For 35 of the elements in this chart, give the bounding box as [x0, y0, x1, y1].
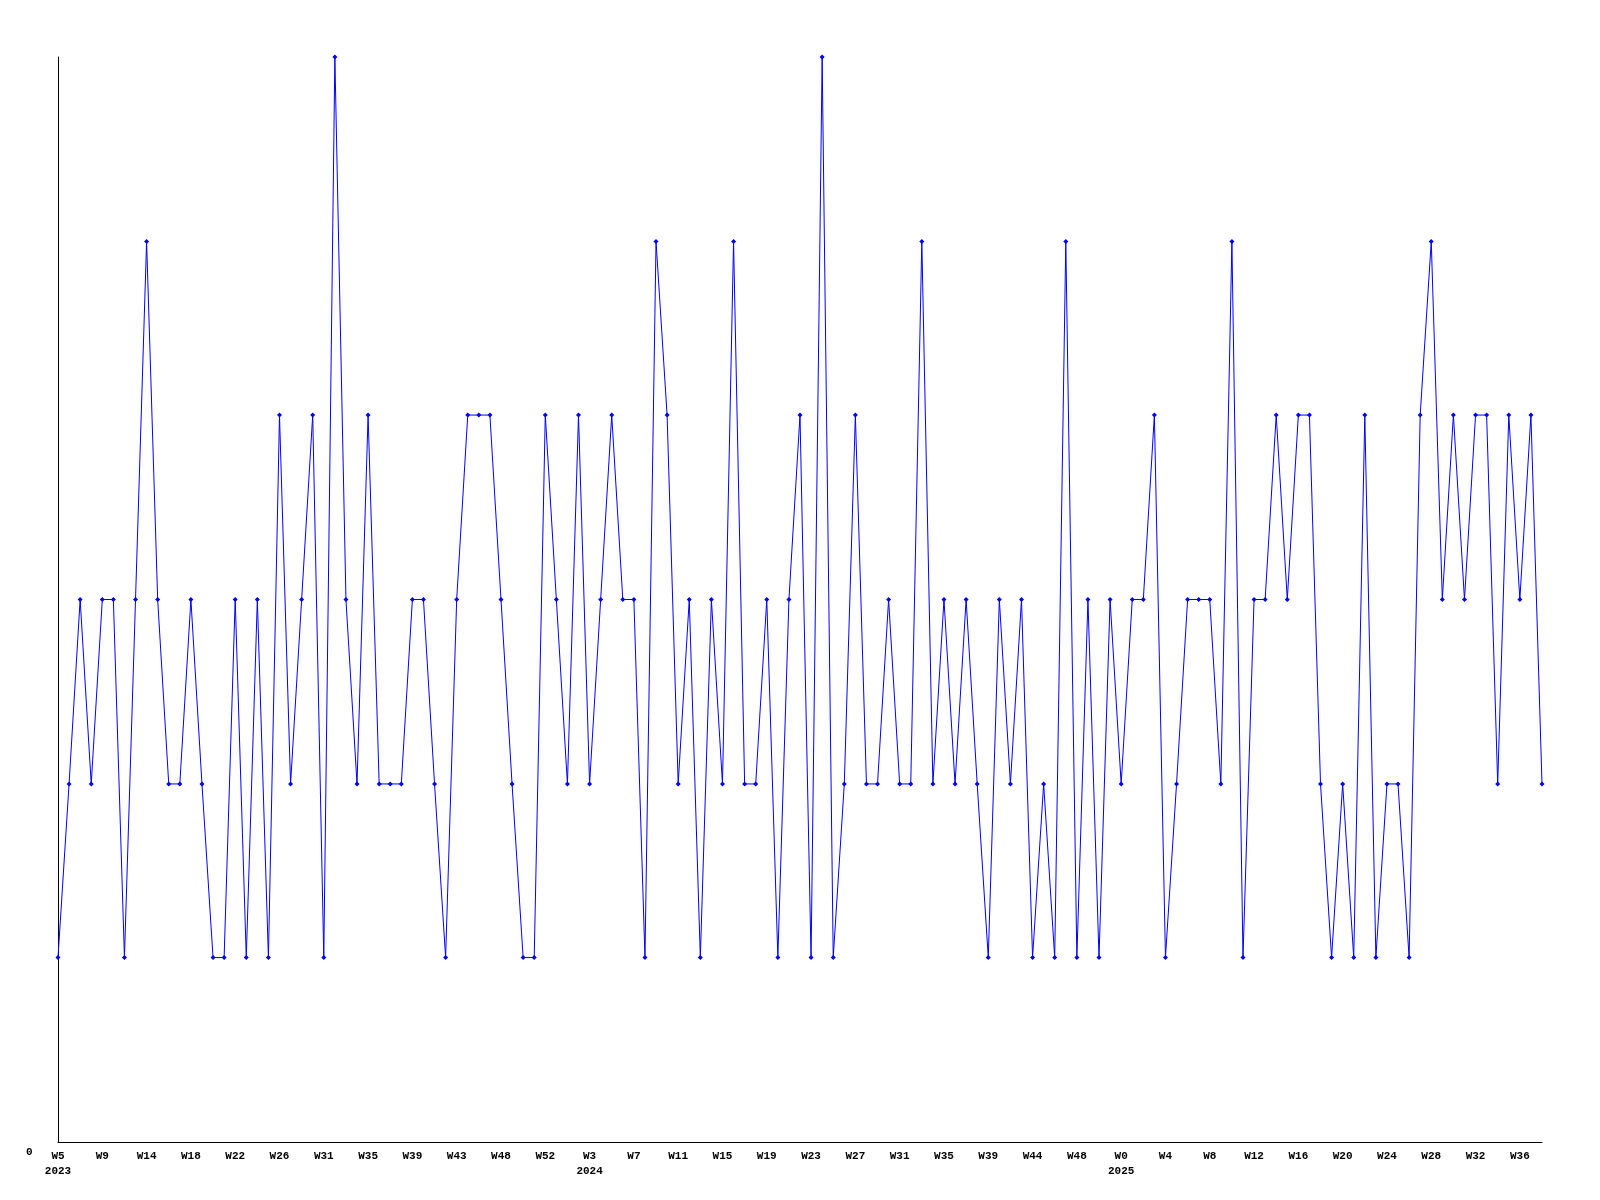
x-tick-label: W18 — [180, 1149, 202, 1162]
x-tick-label: W3 2024 — [576, 1149, 604, 1177]
x-tick-label: W4 — [1158, 1149, 1173, 1162]
x-tick-label: W43 — [446, 1149, 467, 1162]
x-tick-label: W7 — [627, 1149, 641, 1162]
x-tick-label: W39 — [402, 1149, 423, 1162]
x-tick-label: W23 — [801, 1149, 822, 1162]
x-tick-label: W16 — [1288, 1149, 1309, 1162]
x-tick-label: W24 — [1377, 1149, 1398, 1162]
x-tick-label: W31 — [313, 1149, 335, 1162]
x-tick-label: W28 — [1421, 1149, 1442, 1162]
x-tick-label: W0 2025 — [1107, 1149, 1135, 1177]
x-tick-label: W27 — [845, 1149, 866, 1162]
x-tick-label: W12 — [1244, 1149, 1264, 1162]
x-tick-label: W39 — [978, 1149, 999, 1162]
x-tick-label: W20 — [1332, 1149, 1353, 1162]
x-tick-label: W48 — [1066, 1149, 1088, 1162]
x-tick-label: W44 — [1022, 1149, 1043, 1162]
x-tick-label: W52 — [535, 1149, 556, 1162]
x-tick-label: W14 — [136, 1149, 157, 1162]
x-tick-label: W22 — [225, 1149, 246, 1162]
x-tick-label: W35 — [358, 1149, 379, 1162]
x-tick-label: W32 — [1465, 1149, 1486, 1162]
x-tick-label: W9 — [95, 1149, 109, 1162]
x-tick-label: W26 — [269, 1149, 290, 1162]
x-tick-label: W5 2023 — [44, 1149, 72, 1177]
x-tick-label: W8 — [1203, 1149, 1217, 1162]
x-tick-label: W48 — [491, 1149, 512, 1162]
x-tick-label: W36 — [1509, 1149, 1530, 1162]
x-tick-label: W19 — [756, 1149, 777, 1162]
x-tick-label: W35 — [934, 1149, 955, 1162]
x-tick-label: W11 — [668, 1149, 689, 1162]
text: 0 — [26, 1145, 33, 1158]
x-tick-label: W31 — [889, 1149, 910, 1162]
x-tick-label: W15 — [712, 1149, 733, 1162]
